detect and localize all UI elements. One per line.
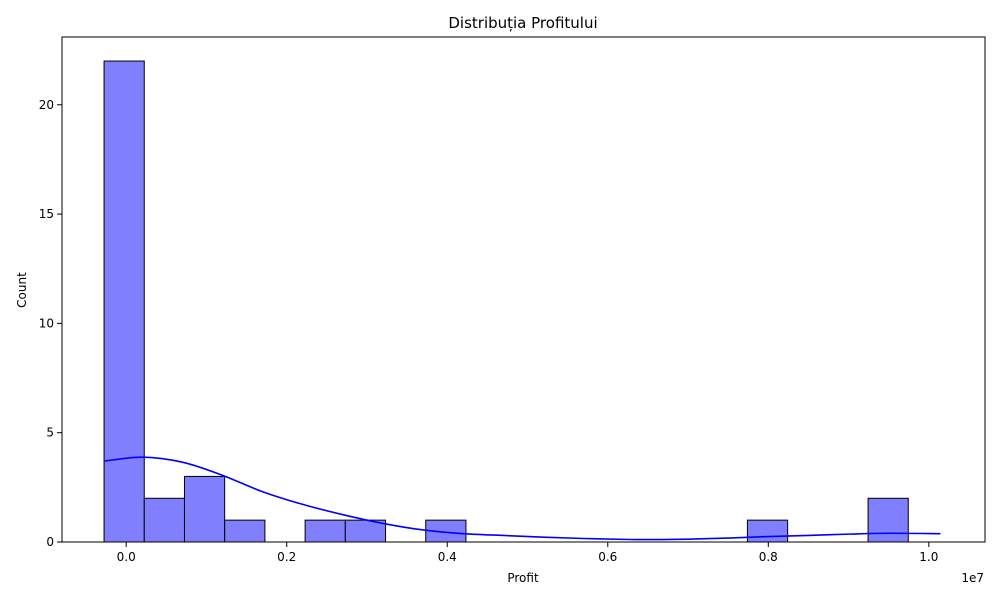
x-tick-label: 0.6 <box>598 550 617 564</box>
y-tick-label: 15 <box>39 207 54 221</box>
y-tick-label: 0 <box>46 535 54 549</box>
y-axis-label: Count <box>15 272 29 308</box>
x-axis-offset-label: 1e7 <box>961 571 984 585</box>
x-tick-label: 0.0 <box>117 550 136 564</box>
histogram-bar <box>746 519 789 543</box>
y-tick-label: 20 <box>39 98 54 112</box>
y-tick-label: 5 <box>46 426 54 440</box>
histogram-bar <box>224 519 266 543</box>
kde-curve <box>103 456 941 541</box>
x-axis-label: Profit <box>507 571 539 585</box>
histogram-bar <box>304 519 346 543</box>
x-tick-label: 0.4 <box>438 550 457 564</box>
x-tick-label: 0.2 <box>277 550 296 564</box>
bars-group <box>103 60 909 543</box>
plot-frame <box>61 36 986 543</box>
x-axis-ticks: 0.0 0.2 0.4 0.6 0.8 1.0 <box>117 542 938 564</box>
histogram-bar <box>103 60 145 543</box>
chart-title: Distribuția Profitului <box>448 14 597 32</box>
x-tick-label: 0.8 <box>759 550 778 564</box>
y-axis-ticks: 0 5 10 15 20 <box>39 98 62 549</box>
histogram-bar <box>143 497 185 543</box>
x-tick-label: 1.0 <box>919 550 938 564</box>
histogram-bar <box>867 497 909 543</box>
y-tick-label: 10 <box>39 316 54 330</box>
histogram-bar <box>183 475 226 543</box>
